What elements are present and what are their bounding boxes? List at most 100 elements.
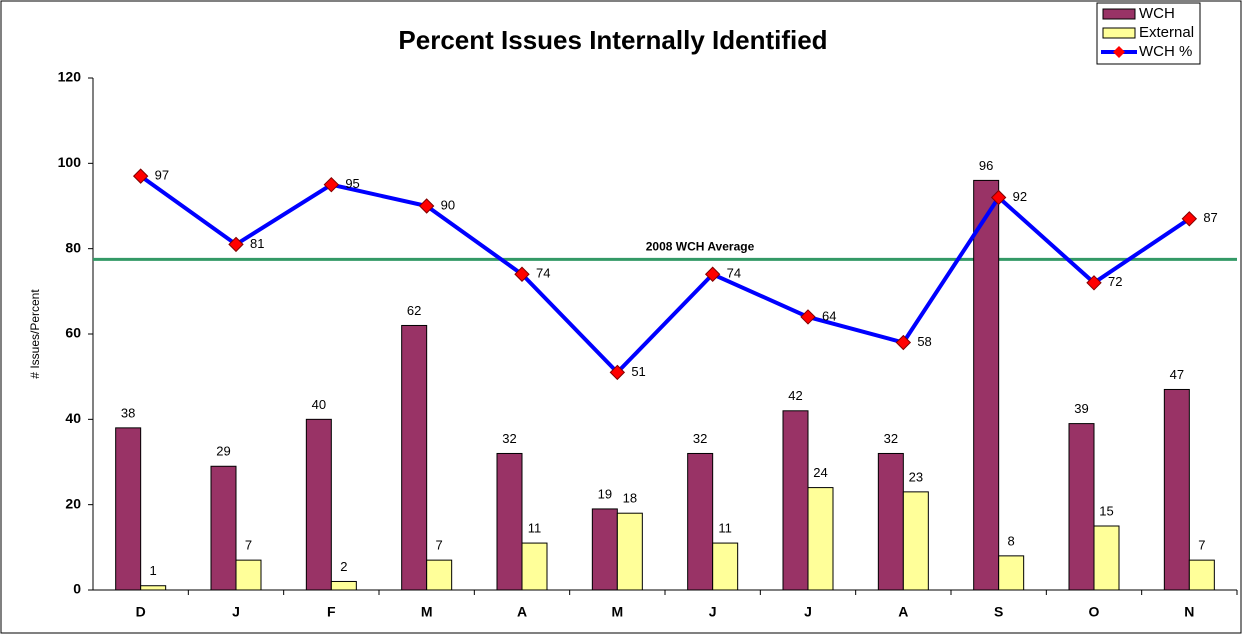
marker [1086, 275, 1102, 291]
reference-line-label: 2008 WCH Average [646, 240, 755, 254]
data-label: 32 [502, 431, 516, 446]
data-label: 29 [216, 444, 230, 459]
marker [514, 266, 530, 282]
data-label: 32 [884, 431, 898, 446]
bar [426, 559, 453, 591]
data-label: 24 [813, 465, 827, 480]
bar [782, 410, 809, 591]
data-label: 42 [788, 388, 802, 403]
bar [877, 452, 904, 591]
bar [591, 508, 618, 591]
bar [401, 324, 428, 591]
legend-swatch [1102, 8, 1136, 20]
bar [712, 542, 739, 591]
y-tick-label: 80 [65, 239, 81, 255]
y-tick-label: 20 [65, 495, 81, 511]
data-label: 96 [979, 158, 993, 173]
legend-marker [1113, 46, 1125, 58]
data-label: 58 [917, 334, 931, 349]
data-label: 81 [250, 236, 264, 251]
data-label: 11 [718, 521, 732, 536]
data-label: 15 [1099, 503, 1113, 518]
data-label: 95 [345, 176, 359, 191]
data-label: 72 [1108, 274, 1122, 289]
marker [990, 189, 1007, 206]
legend-label: WCH % [1139, 43, 1192, 60]
data-label: 2 [340, 559, 347, 574]
marker [132, 168, 149, 184]
data-label: 90 [441, 197, 455, 212]
data-label: 87 [1203, 210, 1217, 225]
bar [210, 465, 237, 591]
x-tick-label: A [898, 604, 908, 620]
bar [687, 452, 714, 591]
data-label: 39 [1074, 401, 1088, 416]
data-label: 7 [436, 538, 443, 553]
data-label: 47 [1170, 367, 1184, 382]
legend-label: WCH [1139, 5, 1175, 22]
x-tick-label: A [517, 604, 527, 620]
marker [418, 198, 435, 214]
data-label: 32 [693, 431, 707, 446]
data-label: 51 [631, 364, 645, 379]
data-label: 11 [528, 521, 542, 536]
legend-swatch [1102, 27, 1136, 39]
bar [902, 491, 929, 591]
marker [609, 364, 626, 381]
y-tick-label: 0 [73, 581, 81, 597]
data-label: 19 [598, 486, 612, 501]
marker [800, 309, 816, 325]
x-tick-label: M [611, 604, 623, 620]
y-tick-label: 60 [65, 325, 81, 341]
bar [1093, 525, 1120, 591]
data-label: 23 [909, 469, 923, 484]
data-label: 38 [121, 405, 135, 420]
marker [228, 236, 244, 253]
y-axis-label: # Issues/Percent [28, 289, 42, 379]
data-label: 74 [536, 266, 550, 281]
data-label: 18 [623, 491, 637, 506]
bar [140, 585, 167, 591]
marker [704, 266, 721, 282]
bar [807, 487, 834, 591]
data-label: 62 [407, 303, 421, 318]
marker [1181, 211, 1198, 227]
bar [973, 179, 1000, 591]
x-tick-label: S [994, 604, 1003, 620]
x-tick-label: J [804, 604, 812, 620]
data-label: 92 [1013, 189, 1027, 204]
data-label: 1 [150, 563, 157, 578]
marker [323, 176, 340, 193]
data-label: 64 [822, 308, 836, 323]
line [139, 174, 1191, 376]
x-tick-label: N [1184, 604, 1194, 620]
chart-title: Percent Issues Internally Identified [398, 25, 827, 55]
x-tick-label: O [1089, 604, 1100, 620]
y-tick-label: 100 [58, 154, 82, 170]
data-label: 8 [1008, 533, 1015, 548]
x-tick-label: F [327, 604, 336, 620]
x-tick-label: D [136, 604, 146, 620]
y-tick-label: 120 [58, 69, 82, 85]
bar [305, 418, 332, 591]
x-tick-label: J [232, 604, 240, 620]
data-label: 7 [245, 538, 252, 553]
bar [1068, 423, 1095, 591]
bar [1163, 388, 1190, 591]
data-label: 40 [312, 397, 326, 412]
bar [616, 512, 643, 591]
bar [330, 580, 357, 591]
y-tick-label: 40 [65, 410, 81, 426]
legend-label: External [1139, 24, 1194, 41]
bar [235, 559, 262, 591]
data-label: 97 [155, 168, 169, 183]
data-label: 74 [727, 266, 741, 281]
x-tick-label: M [421, 604, 433, 620]
bar [998, 555, 1025, 591]
data-label: 7 [1198, 538, 1205, 553]
bar [521, 542, 548, 591]
bar [1188, 559, 1215, 591]
bar [496, 452, 523, 591]
x-tick-label: J [709, 604, 717, 620]
